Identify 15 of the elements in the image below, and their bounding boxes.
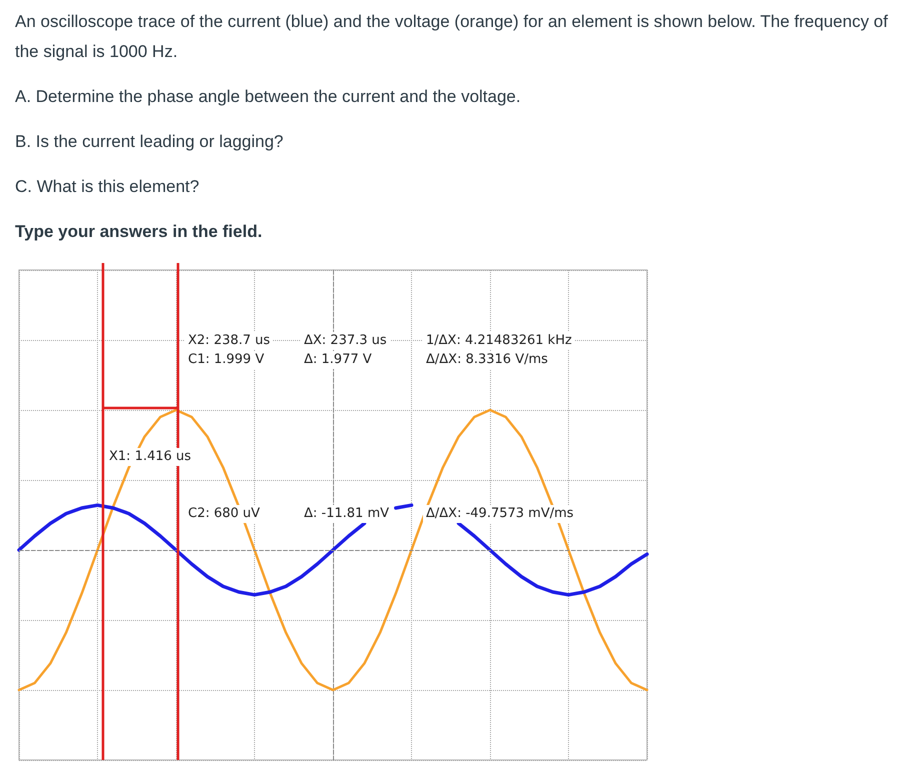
text: ΔX: 237.3 us: [301, 332, 390, 350]
text: Type your answers in the field.: [15, 221, 264, 243]
annotation: C2: 680 uV: [185, 505, 263, 523]
annotation: X1: 1.416 us: [106, 448, 194, 466]
text: A. Determine the phase angle between the current and the voltage.: [15, 86, 522, 108]
annotation: Δ/ΔX: -49.7573 mV/ms: [423, 505, 577, 523]
chart-title: An oscilloscope trace of the current (blue) and the voltage (orange) for an element is shown below. The frequency of the signal is 1000 Hz.: [15, 11, 889, 63]
text: C. What is this element?: [15, 176, 200, 198]
text: B. Is the current leading or lagging?: [15, 131, 284, 153]
text: 1/ΔX: 4.21483261 kHz: [423, 332, 575, 350]
text: Δ/ΔX: 8.3316 V/ms: [423, 351, 551, 369]
text: C1: 1.999 V: [185, 351, 268, 369]
text: X2: 238.7 us: [185, 332, 274, 350]
text: Δ: 1.977 V: [301, 351, 375, 369]
annotation: Δ: -11.81 mV: [301, 505, 392, 523]
